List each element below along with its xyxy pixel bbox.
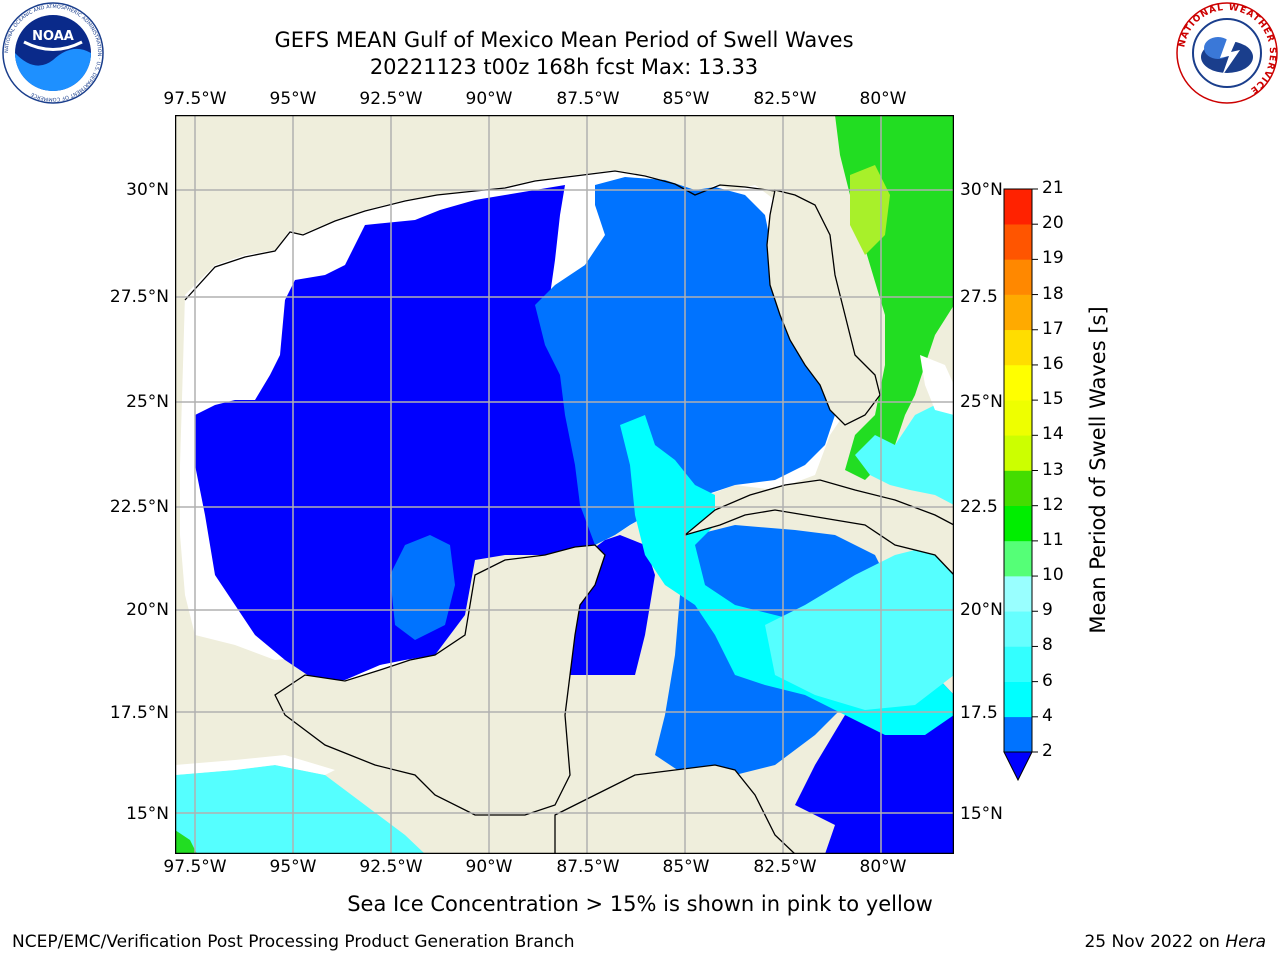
lon-tick-top: 82.5°W	[753, 89, 817, 109]
coastline-north	[184, 170, 776, 301]
lat-tick-right: 20°N	[960, 600, 1003, 620]
noaa-logo: NOAA NATIONAL OCEANIC AND ATMOSPHERIC AD…	[2, 2, 104, 104]
colorbar-segment	[1004, 294, 1032, 331]
footer-machine: Hera	[1225, 932, 1266, 952]
colorbar-segment	[1004, 259, 1032, 295]
colorbar-tick-label: 9	[1042, 600, 1053, 621]
colorbar-segment	[1004, 189, 1032, 225]
colorbar-tick-label: 15	[1042, 389, 1064, 410]
colorbar-tick-label: 8	[1042, 635, 1053, 656]
lon-tick-bottom: 85°W	[662, 857, 710, 877]
colorbar-tick-label: 4	[1042, 705, 1053, 726]
noaa-logo-text: NOAA	[32, 29, 74, 44]
colorbar-tick-label: 12	[1042, 494, 1064, 515]
swell-region-mid-blue-bay	[390, 535, 455, 640]
colorbar-segment	[1004, 646, 1032, 682]
sea-ice-note: Sea Ice Concentration > 15% is shown in …	[347, 892, 933, 916]
colorbar-tick-label: 10	[1042, 565, 1064, 586]
lat-tick-left: 17.5°N	[109, 703, 169, 723]
colorbar-segment	[1004, 224, 1032, 260]
map-frame	[175, 115, 954, 854]
colorbar-segment	[1004, 681, 1032, 718]
lat-tick-right: 25°N	[960, 392, 1003, 412]
colorbar-segment	[1004, 470, 1032, 506]
swell-region-light-cyan	[765, 545, 954, 710]
lat-tick-right: 27.5	[960, 287, 998, 307]
lon-tick-top: 92.5°W	[359, 89, 423, 109]
colorbar-tick-label: 20	[1042, 213, 1064, 234]
colorbar	[1003, 188, 1038, 782]
lat-tick-right: 30°N	[960, 180, 1003, 200]
colorbar-segment	[1004, 329, 1032, 366]
land-yucatan	[274, 544, 606, 816]
colorbar-tick-label: 6	[1042, 670, 1053, 691]
colorbar-segment	[1004, 400, 1032, 436]
colorbar-title: Mean Period of Swell Waves [s]	[1086, 306, 1110, 634]
colorbar-segment	[1004, 505, 1032, 542]
colorbar-segments	[1004, 189, 1032, 753]
lon-tick-bottom: 80°W	[859, 857, 907, 877]
colorbar-segment	[1004, 435, 1032, 471]
lat-tick-left: 15°N	[126, 804, 169, 824]
lat-tick-right: 22.5	[960, 497, 998, 517]
colorbar-tick-label: 21	[1042, 178, 1064, 198]
colorbar-extend-triangle	[1003, 751, 1033, 782]
colorbar-tick-label: 14	[1042, 424, 1064, 445]
lon-tick-bottom: 92.5°W	[359, 857, 423, 877]
lon-tick-bottom: 87.5°W	[556, 857, 620, 877]
land-cuba	[684, 479, 954, 576]
grid-lines	[175, 115, 954, 854]
lon-tick-bottom: 97.5°W	[163, 857, 227, 877]
lon-tick-top: 95°W	[269, 89, 317, 109]
swell-region-pacific-cyan	[175, 765, 425, 854]
land-florida	[766, 189, 881, 426]
colorbar-segment	[1004, 611, 1032, 647]
colorbar-tick-marks	[1032, 188, 1038, 753]
colorbar-tick-label: 18	[1042, 283, 1064, 304]
chart-title: GEFS MEAN Gulf of Mexico Mean Period of …	[274, 28, 854, 52]
lat-tick-left: 22.5°N	[109, 497, 169, 517]
chart-subtitle: 20221123 t00z 168h fcst Max: 13.33	[369, 55, 759, 79]
colorbar-tick-label: 16	[1042, 353, 1064, 374]
lon-tick-top: 97.5°W	[163, 89, 227, 109]
colorbar-segment	[1004, 716, 1032, 753]
land-central-america	[554, 764, 796, 854]
colorbar-segment	[1004, 540, 1032, 577]
map-plot	[175, 115, 954, 854]
swell-region-light-cyan-strait	[855, 405, 954, 505]
colorbar-tick-label: 2	[1042, 741, 1053, 761]
lon-tick-top: 87.5°W	[556, 89, 620, 109]
lon-tick-bottom: 95°W	[269, 857, 317, 877]
lon-tick-bottom: 82.5°W	[753, 857, 817, 877]
swell-region-pacific-green	[175, 830, 197, 854]
lat-tick-right: 17.5	[960, 703, 998, 723]
lat-tick-left: 30°N	[126, 180, 169, 200]
colorbar-segment	[1004, 364, 1032, 401]
lat-tick-left: 25°N	[126, 392, 169, 412]
footer-date: 25 Nov 2022 on Hera	[1084, 932, 1266, 952]
gulf-no-data-atlantic	[920, 355, 954, 415]
footer-date-text: 25 Nov 2022 on	[1084, 932, 1226, 952]
lat-tick-right: 15°N	[960, 804, 1003, 824]
lon-tick-top: 80°W	[859, 89, 907, 109]
swell-region-yellow-green	[850, 165, 890, 255]
lat-tick-left: 20°N	[126, 600, 169, 620]
lon-tick-top: 90°W	[465, 89, 513, 109]
lon-tick-bottom: 90°W	[465, 857, 513, 877]
lat-tick-left: 27.5°N	[109, 287, 169, 307]
swell-region-pacific-white	[175, 755, 335, 775]
colorbar-tick-label: 13	[1042, 459, 1064, 480]
nws-logo: NATIONAL WEATHER SERVICE	[1176, 2, 1278, 104]
footer-credit: NCEP/EMC/Verification Post Processing Pr…	[12, 932, 575, 952]
colorbar-tick-label: 11	[1042, 529, 1064, 550]
colorbar-segment	[1004, 576, 1032, 612]
colorbar-tick-label: 17	[1042, 318, 1064, 339]
colorbar-tick-label: 19	[1042, 248, 1064, 269]
lon-tick-top: 85°W	[662, 89, 710, 109]
